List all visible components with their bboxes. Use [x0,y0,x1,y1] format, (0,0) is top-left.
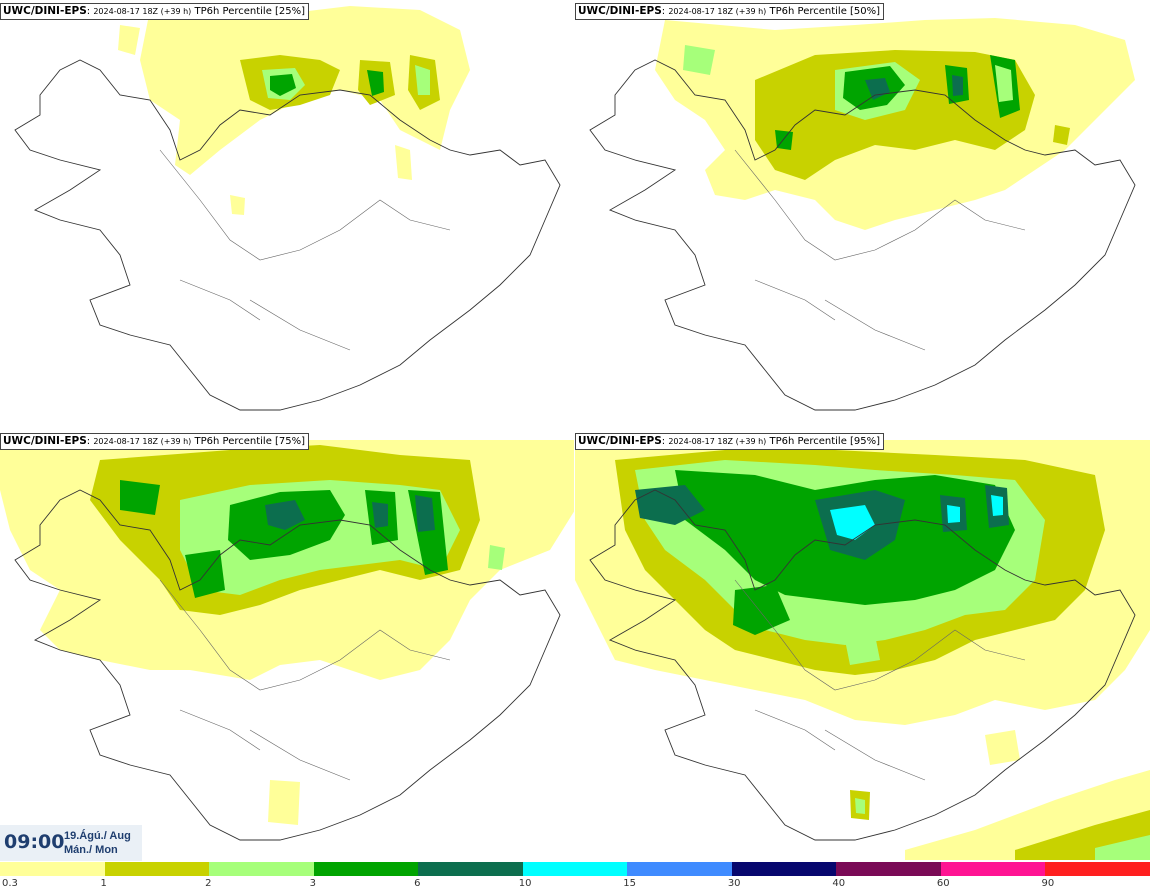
precip-map [575,440,1150,860]
run-time: 2024-08-17 18Z (+39 h) [668,437,767,446]
precip-map [589,18,1136,411]
precip-map [0,440,575,841]
legend-swatch [418,862,524,876]
legend-tick-label: 0.3 [2,878,18,889]
precip-map [14,4,561,411]
valid-time-box: 09:00 19.Ágú./ Aug Mán./ Mon [0,825,142,861]
map-panel-p75: UWC/DINI-EPS: 2024-08-17 18Z (+39 h) TP6… [0,430,575,860]
model-name: UWC/DINI-EPS [578,5,662,17]
map-panel-p50: UWC/DINI-EPS: 2024-08-17 18Z (+39 h) TP6… [575,0,1150,430]
legend-swatch [104,862,210,876]
valid-date-weekday: Mán./ Mon [64,844,118,856]
legend-tick-label: 60 [936,878,950,889]
model-name: UWC/DINI-EPS [3,435,87,447]
legend-tick-label: 90 [1041,878,1055,889]
legend-swatch [627,862,733,876]
valid-time: 09:00 [4,831,65,853]
legend-swatch [1045,862,1150,876]
product-name: TP6h Percentile [75%] [194,436,306,447]
run-time: 2024-08-17 18Z (+39 h) [93,7,192,16]
product-name: TP6h Percentile [25%] [194,6,306,17]
model-name: UWC/DINI-EPS [3,5,87,17]
panel-title: UWC/DINI-EPS: 2024-08-17 18Z (+39 h) TP6… [575,3,885,20]
run-time: 2024-08-17 18Z (+39 h) [668,7,767,16]
panel-title: UWC/DINI-EPS: 2024-08-17 18Z (+39 h) TP6… [0,433,310,450]
legend-tick-label: 40 [832,878,846,889]
model-name: UWC/DINI-EPS [578,435,662,447]
legend-swatch [836,862,942,876]
legend-tick-label: 1 [100,878,107,889]
legend-tick-label: 6 [414,878,421,889]
legend-swatch [522,862,628,876]
panel-divider [574,0,575,860]
legend-tick-label: 3 [309,878,316,889]
run-time: 2024-08-17 18Z (+39 h) [93,437,192,446]
legend-swatch [0,862,106,876]
legend-swatch [313,862,419,876]
color-legend: 0.3 1 2 3 6 10 15 30 40 60 90 [0,862,1150,891]
valid-date: 19.Ágú./ Aug Mán./ Mon [64,829,131,857]
map-panel-p25: UWC/DINI-EPS: 2024-08-17 18Z (+39 h) TP6… [0,0,575,430]
legend-tick-label: 2 [205,878,212,889]
legend-swatch [940,862,1046,876]
valid-date-day: 19.Ágú./ Aug [64,830,131,842]
legend-swatch [731,862,837,876]
legend-tick-label: 10 [518,878,532,889]
product-name: TP6h Percentile [95%] [769,436,881,447]
panel-title: UWC/DINI-EPS: 2024-08-17 18Z (+39 h) TP6… [0,3,310,20]
map-panel-p95: UWC/DINI-EPS: 2024-08-17 18Z (+39 h) TP6… [575,430,1150,860]
panel-title: UWC/DINI-EPS: 2024-08-17 18Z (+39 h) TP6… [575,433,885,450]
legend-tick-label: 15 [623,878,636,889]
product-name: TP6h Percentile [50%] [769,6,881,17]
legend-tick-label: 30 [727,878,741,889]
legend-swatch [209,862,315,876]
